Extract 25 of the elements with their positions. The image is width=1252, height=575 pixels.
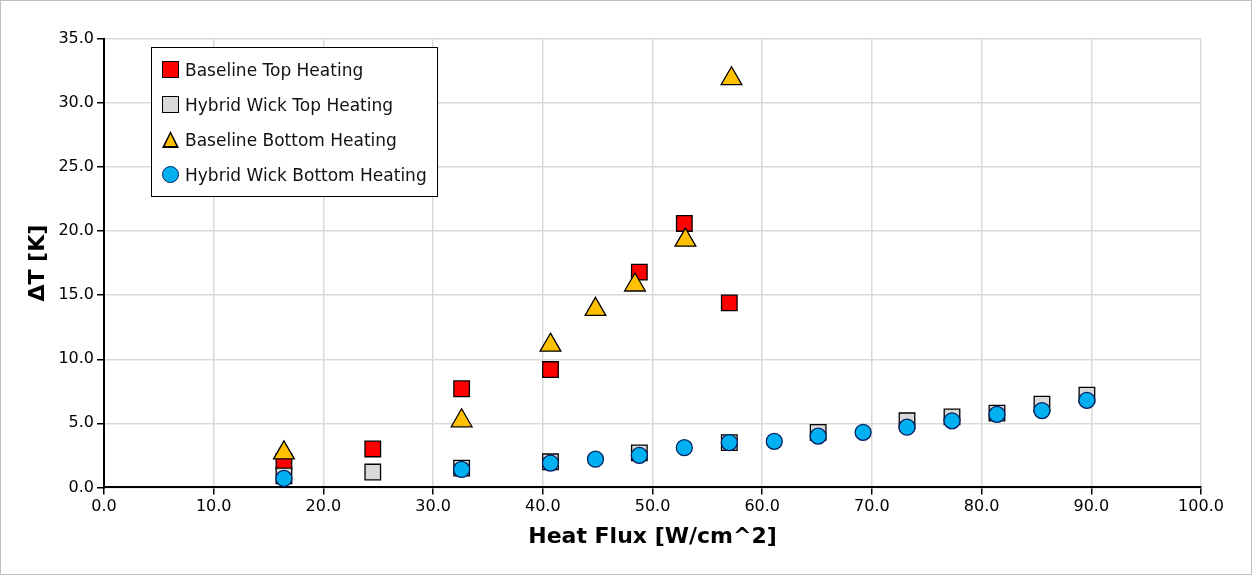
x-tick-label: 60.0 [744, 496, 781, 516]
x-tick-label: 10.0 [195, 496, 232, 516]
legend-label: Hybrid Wick Top Heating [185, 94, 394, 115]
legend-label: Hybrid Wick Bottom Heating [185, 164, 427, 185]
y-tick-label: 15.0 [58, 284, 95, 304]
legend-label: Baseline Bottom Heating [185, 129, 397, 150]
x-tick-label: 90.0 [1073, 496, 1110, 516]
x-tick-label: 0.0 [91, 496, 117, 516]
y-tick-label: 25.0 [58, 156, 95, 176]
y-tick-label: 30.0 [58, 92, 95, 112]
x-tick-label: 100.0 [1178, 496, 1224, 516]
x-tick-label: 20.0 [305, 496, 342, 516]
x-tick-label: 30.0 [415, 496, 451, 516]
y-axis-title: ΔT [K] [23, 224, 49, 302]
y-tick-label: 5.0 [68, 412, 95, 432]
x-tick-label: 50.0 [634, 496, 671, 516]
y-tick-label: 20.0 [58, 220, 95, 240]
legend-label: Baseline Top Heating [185, 59, 364, 80]
x-axis-title: Heat Flux [W/cm^2] [528, 522, 777, 548]
y-tick-label: 0.0 [68, 476, 95, 496]
y-tick-label: 10.0 [58, 348, 95, 368]
y-tick-label: 35.0 [58, 28, 95, 48]
x-tick-label: 40.0 [525, 496, 561, 516]
x-tick-label: 80.0 [963, 496, 1000, 516]
x-tick-label: 70.0 [854, 496, 890, 516]
